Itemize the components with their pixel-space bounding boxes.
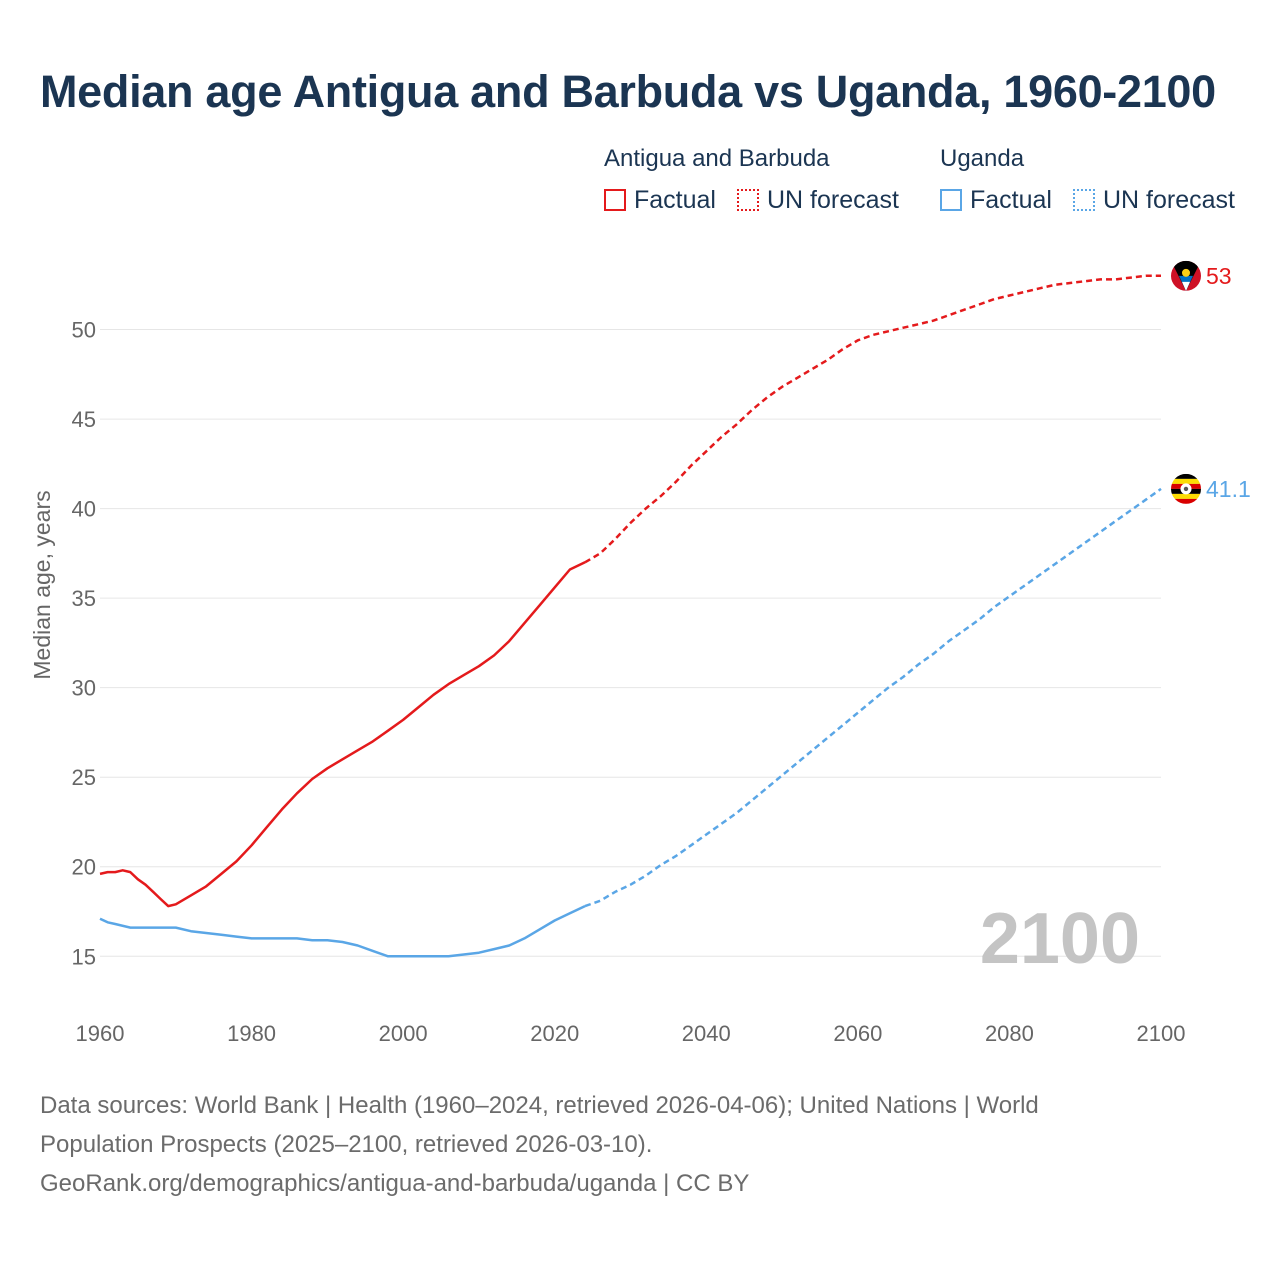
- x-tick-label-2000: 2000: [379, 1021, 428, 1046]
- source-line-2: Population Prospects (2025–2100, retriev…: [40, 1131, 653, 1158]
- x-tick-label-2080: 2080: [985, 1021, 1034, 1046]
- x-tick-label-2040: 2040: [682, 1021, 731, 1046]
- legend-label-antigua-factual: Factual: [634, 185, 716, 214]
- series-line-uganda-factual: [99, 904, 586, 958]
- y-tick-label-35: 35: [72, 586, 96, 611]
- legend-group-uganda: Uganda: [940, 145, 1025, 172]
- legend-item-uganda-forecast[interactable]: UN forecast: [1073, 185, 1235, 215]
- y-tick-label-20: 20: [72, 855, 96, 880]
- end-value-label-antigua-and-barbuda: 53: [1206, 263, 1232, 289]
- source-line-3: GeoRank.org/demographics/antigua-and-bar…: [40, 1170, 750, 1197]
- legend-group-antigua: Antigua and Barbuda: [604, 145, 830, 172]
- y-tick-label-15: 15: [72, 944, 96, 969]
- legend-swatch-uganda-forecast: [1073, 189, 1095, 211]
- legend-swatch-antigua-factual: [604, 189, 626, 211]
- source-line-1: Data sources: World Bank | Health (1960–…: [40, 1092, 1039, 1119]
- year-watermark: 2100: [980, 899, 1140, 979]
- line-chart: 15 20 25 30 35 40 45 50 1960 1980 2000 2020 2040 2060…: [29, 260, 1251, 1046]
- data-source-note: Data sources: World Bank | Health (1960–…: [40, 1086, 1240, 1203]
- legend-item-antigua-factual[interactable]: Factual: [604, 185, 716, 215]
- y-tick-label-25: 25: [72, 765, 96, 790]
- y-tick-label-45: 45: [72, 407, 96, 432]
- legend-item-uganda-factual[interactable]: Factual: [940, 185, 1052, 215]
- series-line-antigua-and-barbuda-factual: [99, 561, 586, 908]
- y-tick-label-50: 50: [72, 318, 96, 343]
- chart-title: Median age Antigua and Barbuda vs Uganda…: [40, 66, 1216, 117]
- uganda-flag-icon: [1171, 473, 1201, 504]
- y-tick-label-40: 40: [72, 497, 96, 522]
- legend-label-uganda-forecast: UN forecast: [1103, 185, 1235, 214]
- y-tick-label-30: 30: [72, 676, 96, 701]
- legend-swatch-antigua-forecast: [737, 189, 759, 211]
- x-tick-label-1960: 1960: [76, 1021, 125, 1046]
- legend-label-antigua-forecast: UN forecast: [767, 185, 899, 214]
- end-value-label-uganda: 41.1: [1206, 476, 1251, 502]
- legend-label-uganda-factual: Factual: [970, 185, 1052, 214]
- legend-item-antigua-forecast[interactable]: UN forecast: [737, 185, 899, 215]
- x-tick-label-1980: 1980: [227, 1021, 276, 1046]
- y-axis-label: Median age, years: [29, 490, 55, 679]
- x-tick-label-2020: 2020: [530, 1021, 579, 1046]
- antigua-and-barbuda-flag-icon: [1171, 260, 1201, 291]
- legend-swatch-uganda-factual: [940, 189, 962, 211]
- series-line-uganda-forecast: [584, 487, 1162, 908]
- x-tick-label-2100: 2100: [1137, 1021, 1186, 1046]
- x-tick-label-2060: 2060: [833, 1021, 882, 1046]
